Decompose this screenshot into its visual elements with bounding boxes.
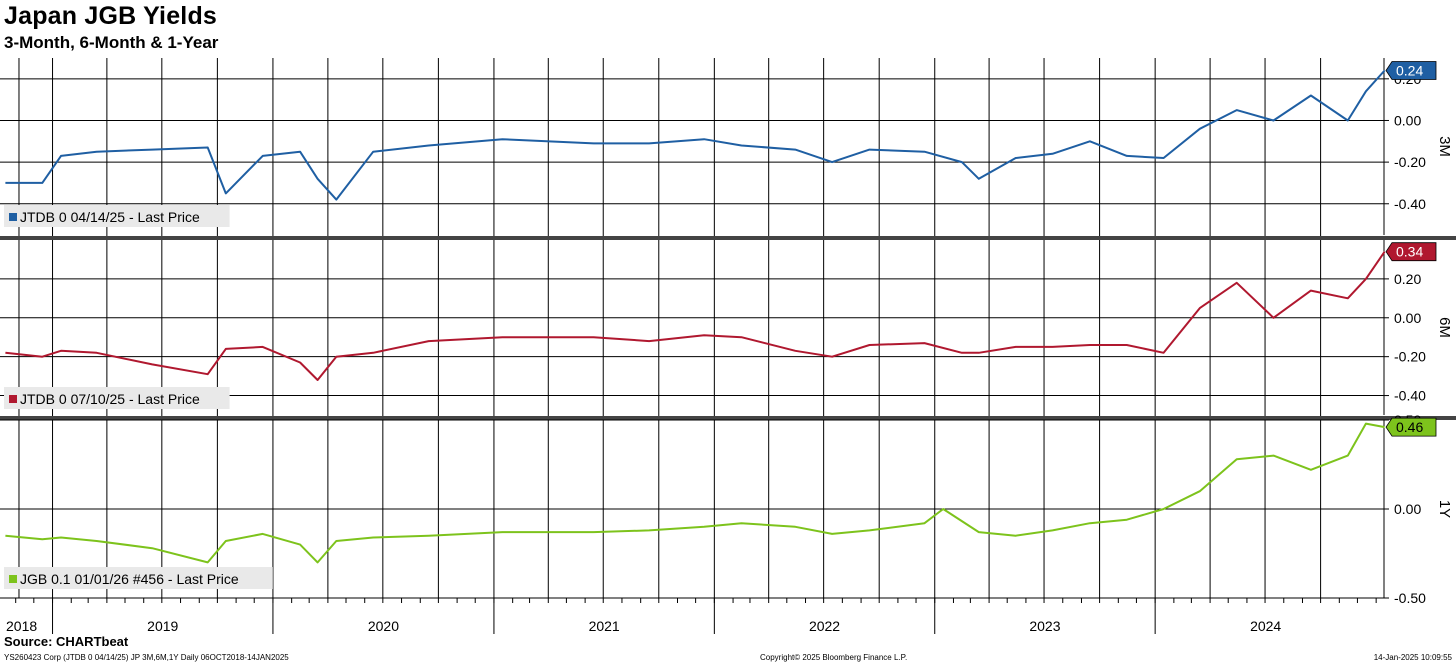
x-year-label: 2020 [368,618,399,634]
x-year-label: 2019 [147,618,178,634]
y-tick-label: -0.40 [1394,388,1426,404]
y-tick-label: 0.00 [1394,501,1421,517]
last-value-tag [1385,417,1437,437]
legend-box [4,567,273,589]
panel-label: 1Y [1436,500,1453,518]
legend-swatch [9,395,17,403]
footer-timestamp: 14-Jan-2025 10:09:55 [1373,653,1452,662]
last-value-tag [1385,242,1437,262]
footer-security-info: YS260423 Corp (JTDB 0 04/14/25) JP 3M,6M… [4,653,289,662]
legend-swatch [9,575,17,583]
last-value-tag [1385,61,1437,80]
x-year-label: 2022 [809,618,840,634]
last-value-label: 0.46 [1396,419,1423,435]
panel-separator [0,236,1456,240]
panel-label: 3M [1436,136,1453,157]
y-tick-label: 0.00 [1394,112,1421,128]
x-year-label: 2023 [1029,618,1060,634]
footer-copyright: Copyright© 2025 Bloomberg Finance L.P. [760,653,908,662]
panel-separator [0,416,1456,420]
y-tick-label: -0.20 [1394,154,1426,170]
legend-label: JGB 0.1 01/01/26 #456 - Last Price [20,571,239,587]
y-tick-label: 0.20 [1394,271,1421,287]
y-tick-label: -0.40 [1394,196,1426,212]
source-note: Source: CHARTbeat [4,634,129,649]
y-tick-label: -0.20 [1394,349,1426,365]
legend-label: JTDB 0 04/14/25 - Last Price [20,209,200,225]
legend-label: JTDB 0 07/10/25 - Last Price [20,391,200,407]
x-year-label: 2024 [1250,618,1281,634]
legend-box [4,387,230,409]
y-tick-label: 0.00 [1394,310,1421,326]
y-tick-label: -0.50 [1394,590,1426,606]
series-line-3M [5,69,1386,201]
series-line-6M [5,251,1386,381]
last-value-label: 0.24 [1396,62,1423,78]
x-year-label: 2021 [589,618,620,634]
series-line-1Y [5,422,1385,564]
panel-label: 6M [1436,317,1453,338]
legend-box [4,205,230,227]
legend-swatch [9,213,17,221]
chart-subtitle: 3-Month, 6-Month & 1-Year [4,33,219,52]
last-value-label: 0.34 [1396,244,1423,260]
x-year-label: 2018 [6,618,37,634]
chart-title: Japan JGB Yields [4,2,218,30]
